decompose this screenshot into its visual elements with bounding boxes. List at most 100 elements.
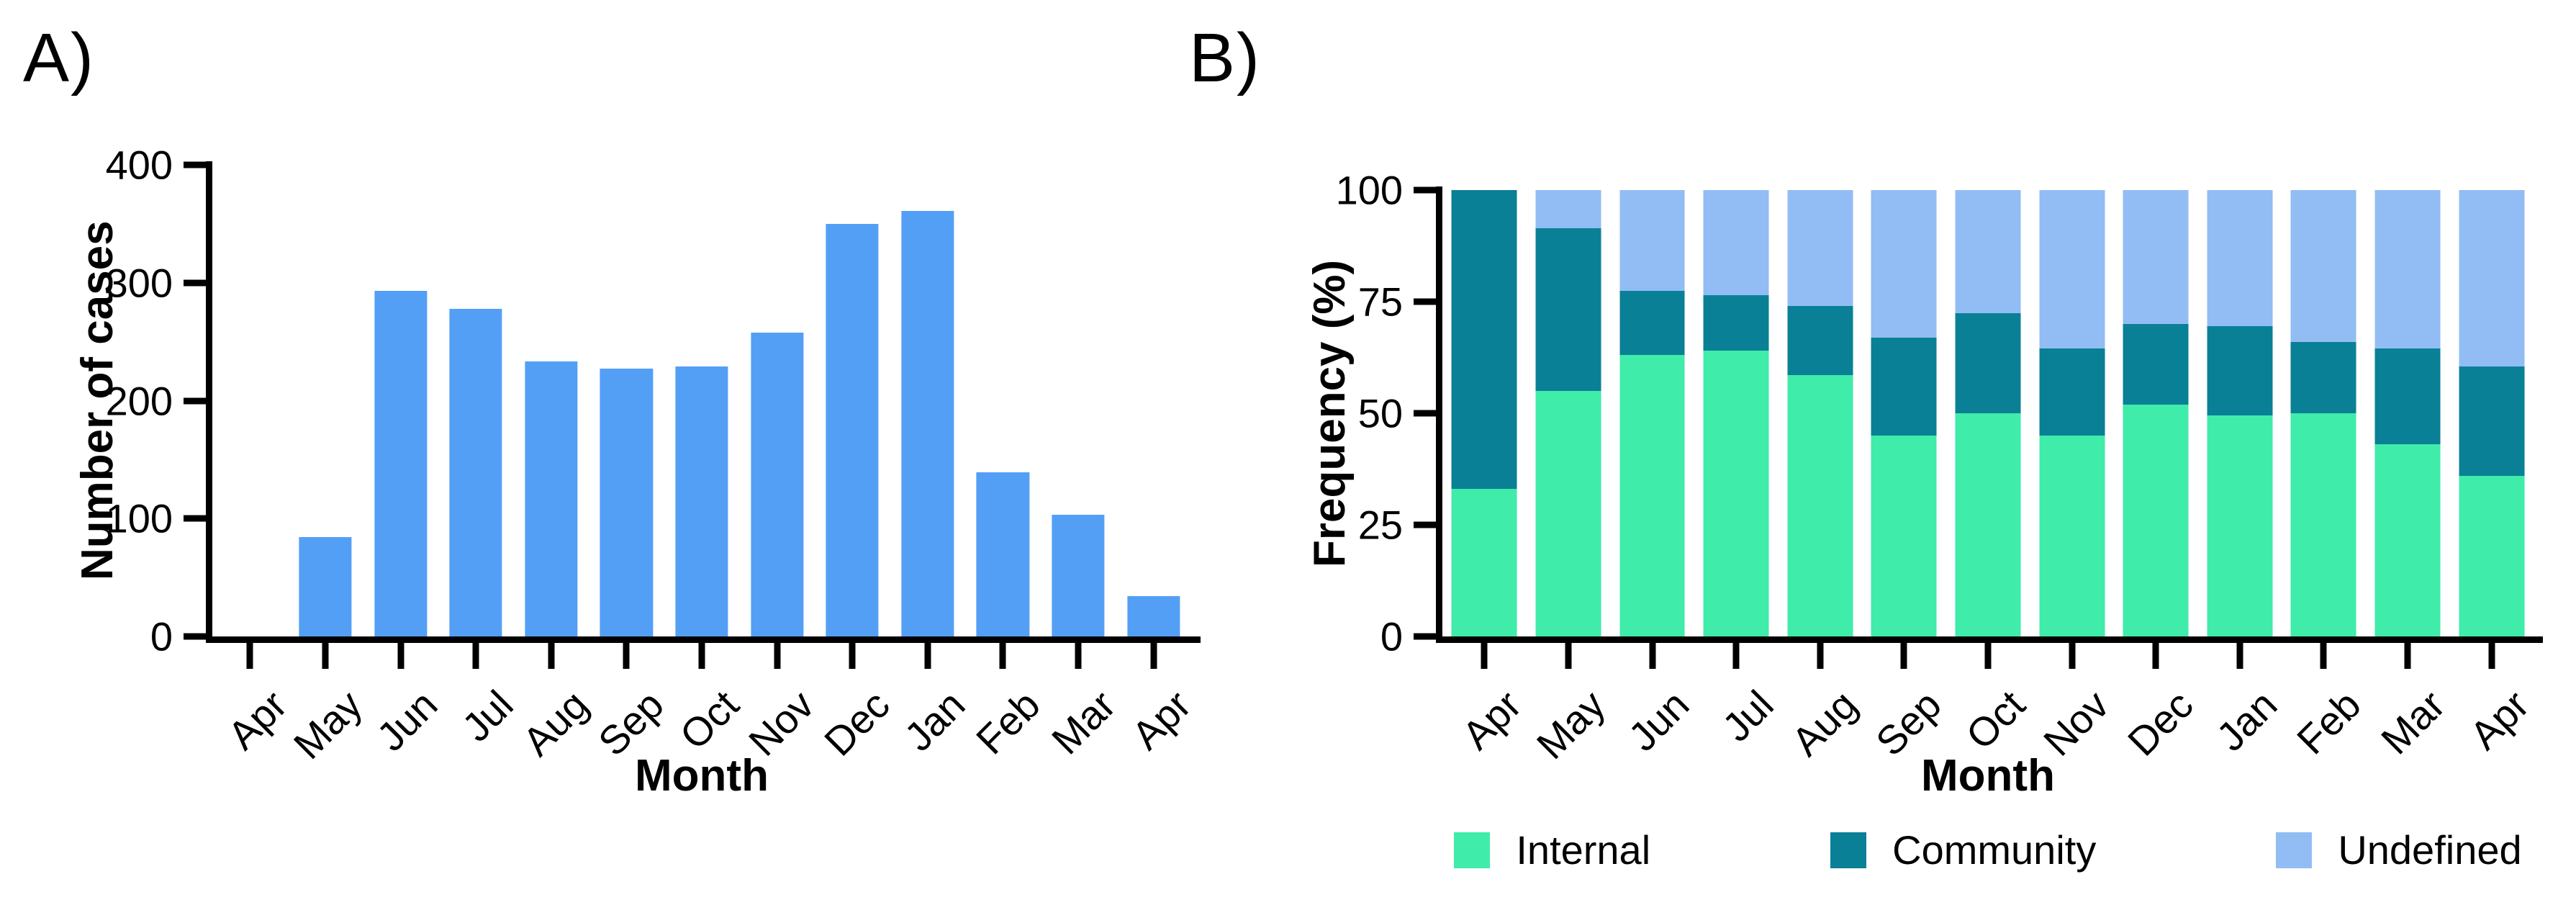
legend: Internal Community Undefined — [1442, 827, 2534, 873]
legend-swatch-community — [1830, 832, 1867, 868]
x-tick-6 — [1984, 643, 1992, 669]
y-tick-label-100: 100 — [105, 495, 173, 541]
legend-item-undefined: Undefined — [2276, 827, 2522, 873]
bar-segment-internal-jan-9 — [2207, 415, 2273, 636]
y-tick-25 — [1414, 521, 1436, 528]
x-tick-label-text: Apr — [1122, 681, 1199, 758]
y-tick-300 — [184, 279, 206, 287]
bar-segment-internal-nov-7 — [2039, 436, 2105, 636]
y-tick-label-200: 200 — [105, 378, 173, 423]
x-tick-8 — [2152, 643, 2159, 669]
x-tick-7 — [774, 643, 781, 669]
x-tick-1 — [322, 643, 329, 669]
y-tick-label-0: 0 — [1380, 613, 1403, 659]
bar-aug-4 — [525, 361, 578, 636]
panel-b-x-axis-line — [1436, 636, 2543, 643]
bar-segment-undefined-aug-4 — [1787, 190, 1853, 307]
legend-label-undefined: Undefined — [2338, 827, 2522, 873]
bar-segment-internal-oct-6 — [1955, 413, 2021, 636]
bar-segment-undefined-feb-10 — [2290, 190, 2356, 342]
bar-segment-community-may-1 — [1535, 228, 1601, 391]
x-tick-4 — [548, 643, 555, 669]
x-tick-7 — [2069, 643, 2076, 669]
bar-jul-3 — [449, 308, 502, 636]
bar-segment-community-nov-7 — [2039, 348, 2105, 436]
bar-segment-undefined-sep-5 — [1871, 190, 1937, 338]
bar-segment-undefined-mar-11 — [2374, 190, 2441, 349]
bar-jan-9 — [901, 210, 954, 636]
bar-segment-undefined-dec-8 — [2123, 190, 2189, 324]
bar-segment-internal-jun-2 — [1619, 355, 1686, 636]
bar-segment-community-mar-11 — [2374, 348, 2441, 445]
x-tick-10 — [2320, 643, 2327, 669]
x-tick-label-text: Jan — [2207, 681, 2286, 760]
y-tick-200 — [184, 397, 206, 404]
x-tick-11 — [2404, 643, 2411, 669]
panel-b-x-axis-title: Month — [1921, 751, 2055, 801]
x-tick-label-text: Apr — [1453, 681, 1530, 758]
x-tick-label-text: Oct — [1957, 681, 2034, 758]
bar-segment-internal-sep-5 — [1871, 436, 1937, 636]
x-tick-8 — [849, 643, 856, 669]
bar-may-1 — [299, 537, 352, 636]
x-tick-2 — [397, 643, 405, 669]
panel-a-plot-area: 0 100 200 300 400 Apr May Jun Jul Aug Sep Oct Nov Dec… — [106, 143, 1201, 767]
y-tick-label-400: 400 — [105, 142, 173, 188]
bar-segment-community-oct-6 — [1955, 312, 2021, 413]
bar-segment-community-jul-3 — [1703, 294, 1769, 351]
panel-a-y-axis-line — [206, 161, 212, 643]
bar-segment-community-feb-10 — [2290, 341, 2356, 413]
bar-feb-10 — [976, 472, 1030, 636]
x-tick-5 — [1900, 643, 1907, 669]
panel-b-plot-area: 0 25 50 75 100 Apr May Jun Jul Aug Sep Oct Nov Dec Jan… — [1336, 168, 2543, 767]
x-tick-12 — [2488, 643, 2495, 669]
x-tick-4 — [1817, 643, 1824, 669]
x-tick-0 — [246, 643, 253, 669]
bar-segment-internal-aug-4 — [1787, 375, 1853, 636]
bar-segment-undefined-nov-7 — [2039, 190, 2105, 349]
panel-a-label: A) — [23, 19, 95, 96]
x-tick-label-text: Jul — [1713, 681, 1782, 750]
bar-oct-6 — [675, 366, 728, 636]
x-tick-label-text: Jan — [895, 681, 974, 760]
y-tick-label-75: 75 — [1357, 279, 1403, 325]
bar-segment-internal-may-1 — [1535, 391, 1601, 636]
bar-nov-7 — [751, 332, 804, 636]
bar-segment-internal-feb-10 — [2290, 413, 2356, 636]
x-tick-3 — [472, 643, 479, 669]
panel-a-x-axis-line — [206, 636, 1201, 643]
x-tick-12 — [1150, 643, 1157, 669]
legend-item-internal: Internal — [1454, 827, 1650, 873]
bar-apr-12 — [1127, 596, 1180, 636]
y-tick-100 — [184, 515, 206, 522]
bar-segment-undefined-jan-9 — [2207, 190, 2273, 327]
bar-sep-5 — [600, 369, 653, 636]
bar-jun-2 — [374, 291, 428, 636]
legend-label-community: Community — [1892, 827, 2097, 873]
bar-segment-undefined-jul-3 — [1703, 190, 1769, 295]
bar-segment-undefined-jun-2 — [1619, 190, 1686, 291]
x-tick-label-text: Oct — [671, 681, 748, 758]
legend-item-community: Community — [1830, 827, 2096, 873]
panel-b-label: B) — [1189, 19, 1261, 96]
panel-b-y-axis-line — [1436, 186, 1442, 643]
bar-segment-undefined-oct-6 — [1955, 190, 2021, 313]
panel-b-y-axis-title: Frequency (%) — [1305, 259, 1355, 567]
x-tick-10 — [999, 643, 1006, 669]
x-tick-label-text: Jul — [453, 681, 522, 750]
bar-segment-community-apr-12 — [2459, 366, 2525, 476]
x-tick-label-text: Apr — [219, 681, 296, 758]
bar-segment-internal-apr-0 — [1451, 489, 1517, 636]
bar-segment-undefined-apr-12 — [2459, 190, 2525, 366]
x-tick-9 — [924, 643, 931, 669]
x-tick-label-text: Apr — [2460, 681, 2537, 758]
x-tick-label-text: Jun — [1619, 681, 1698, 760]
y-tick-0 — [184, 633, 206, 640]
x-tick-3 — [1732, 643, 1740, 669]
legend-swatch-internal — [1454, 832, 1491, 868]
bar-segment-community-dec-8 — [2123, 324, 2189, 405]
x-tick-5 — [623, 643, 630, 669]
legend-swatch-undefined — [2276, 832, 2313, 868]
x-tick-0 — [1481, 643, 1488, 669]
